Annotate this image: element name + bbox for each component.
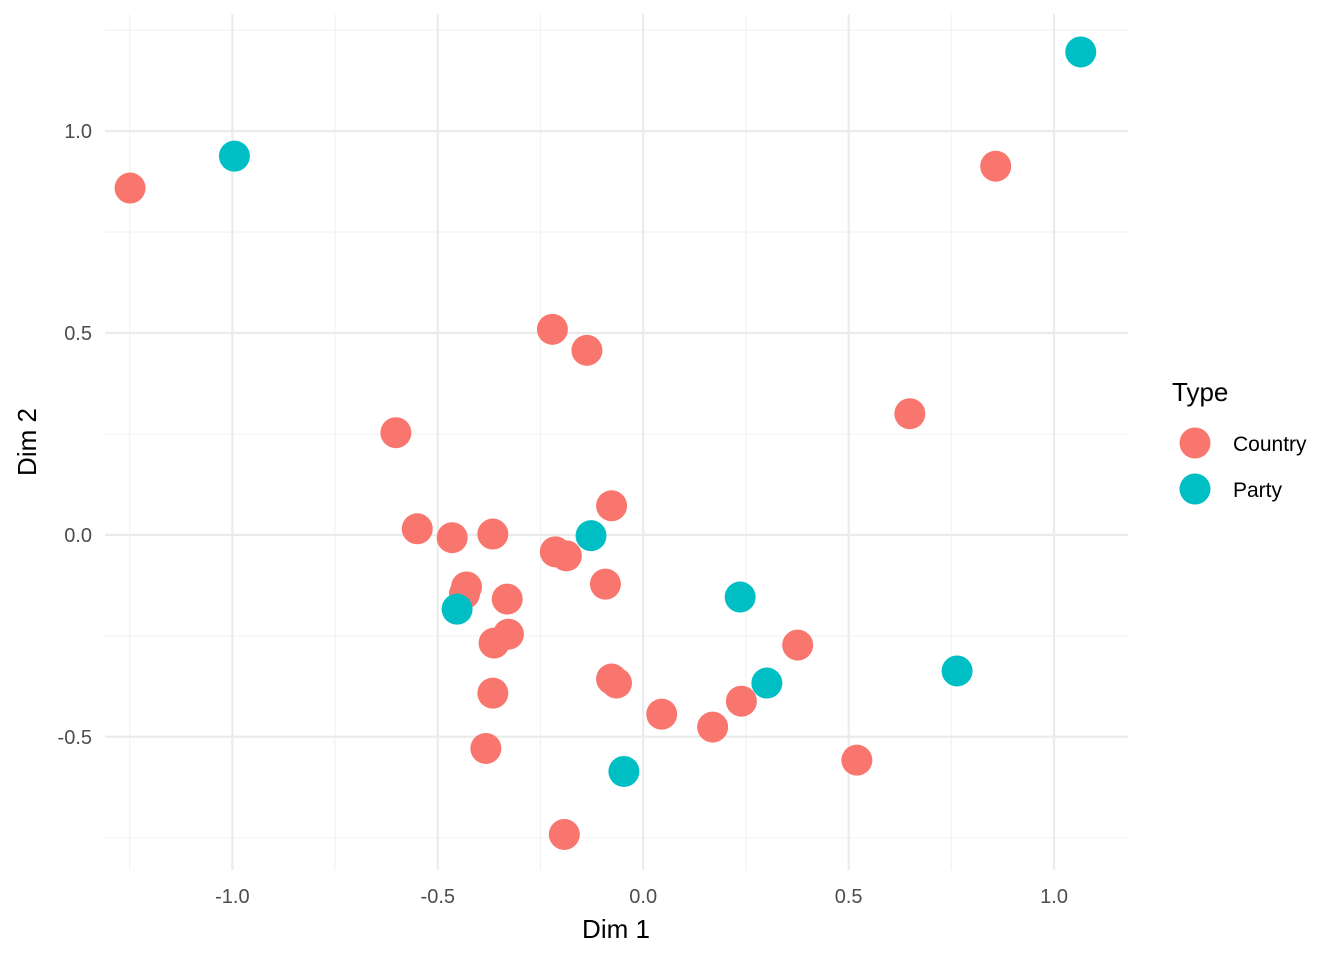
x-tick-label: 0.5 — [835, 886, 863, 908]
point-country — [841, 744, 873, 776]
point-country — [697, 711, 729, 743]
y-tick-label: 1.0 — [64, 121, 92, 143]
point-party — [751, 667, 783, 699]
point-party — [608, 755, 640, 787]
legend-title: Type — [1172, 377, 1228, 407]
point-country — [477, 518, 509, 550]
legend-key-party — [1179, 473, 1211, 505]
y-tick-label: 0.0 — [64, 525, 92, 547]
point-country — [436, 522, 468, 554]
points — [114, 36, 1097, 850]
point-country — [380, 417, 412, 449]
point-country — [477, 677, 509, 709]
x-tick-label: 1.0 — [1040, 886, 1068, 908]
point-country — [114, 172, 146, 204]
point-party — [575, 520, 607, 552]
point-party — [1065, 36, 1097, 68]
y-tick-label: 0.5 — [64, 323, 92, 345]
point-country — [601, 667, 632, 699]
grid — [105, 14, 1128, 870]
point-country — [536, 313, 568, 345]
legend-key-country — [1179, 427, 1211, 459]
y-axis-label: Dim 2 — [12, 408, 42, 476]
point-party — [218, 140, 250, 172]
point-country — [596, 490, 628, 522]
point-country — [782, 629, 814, 661]
point-country — [401, 513, 433, 545]
point-country — [470, 732, 502, 764]
point-country — [589, 568, 621, 600]
x-axis-label: Dim 1 — [582, 914, 650, 944]
point-country — [550, 540, 582, 572]
tick-labels: -1.0 -0.5 0.0 0.5 1.0 -0.5 0.0 0.5 1.0 — [58, 121, 1068, 908]
x-tick-label: -1.0 — [215, 886, 249, 908]
point-country — [548, 818, 580, 850]
point-country — [571, 334, 603, 366]
point-country — [478, 627, 510, 659]
legend: Type Country Party — [1172, 377, 1307, 505]
legend-label-country: Country — [1233, 433, 1307, 456]
y-tick-label: -0.5 — [58, 727, 92, 749]
point-country — [980, 150, 1012, 182]
point-party — [441, 593, 473, 625]
point-country — [646, 698, 678, 730]
legend-label-party: Party — [1233, 479, 1283, 502]
point-party — [724, 581, 756, 613]
point-country — [725, 685, 757, 717]
point-country — [894, 398, 926, 430]
x-tick-label: 0.0 — [629, 886, 657, 908]
x-tick-label: -0.5 — [421, 886, 455, 908]
point-country — [491, 583, 523, 615]
point-party — [941, 655, 973, 687]
